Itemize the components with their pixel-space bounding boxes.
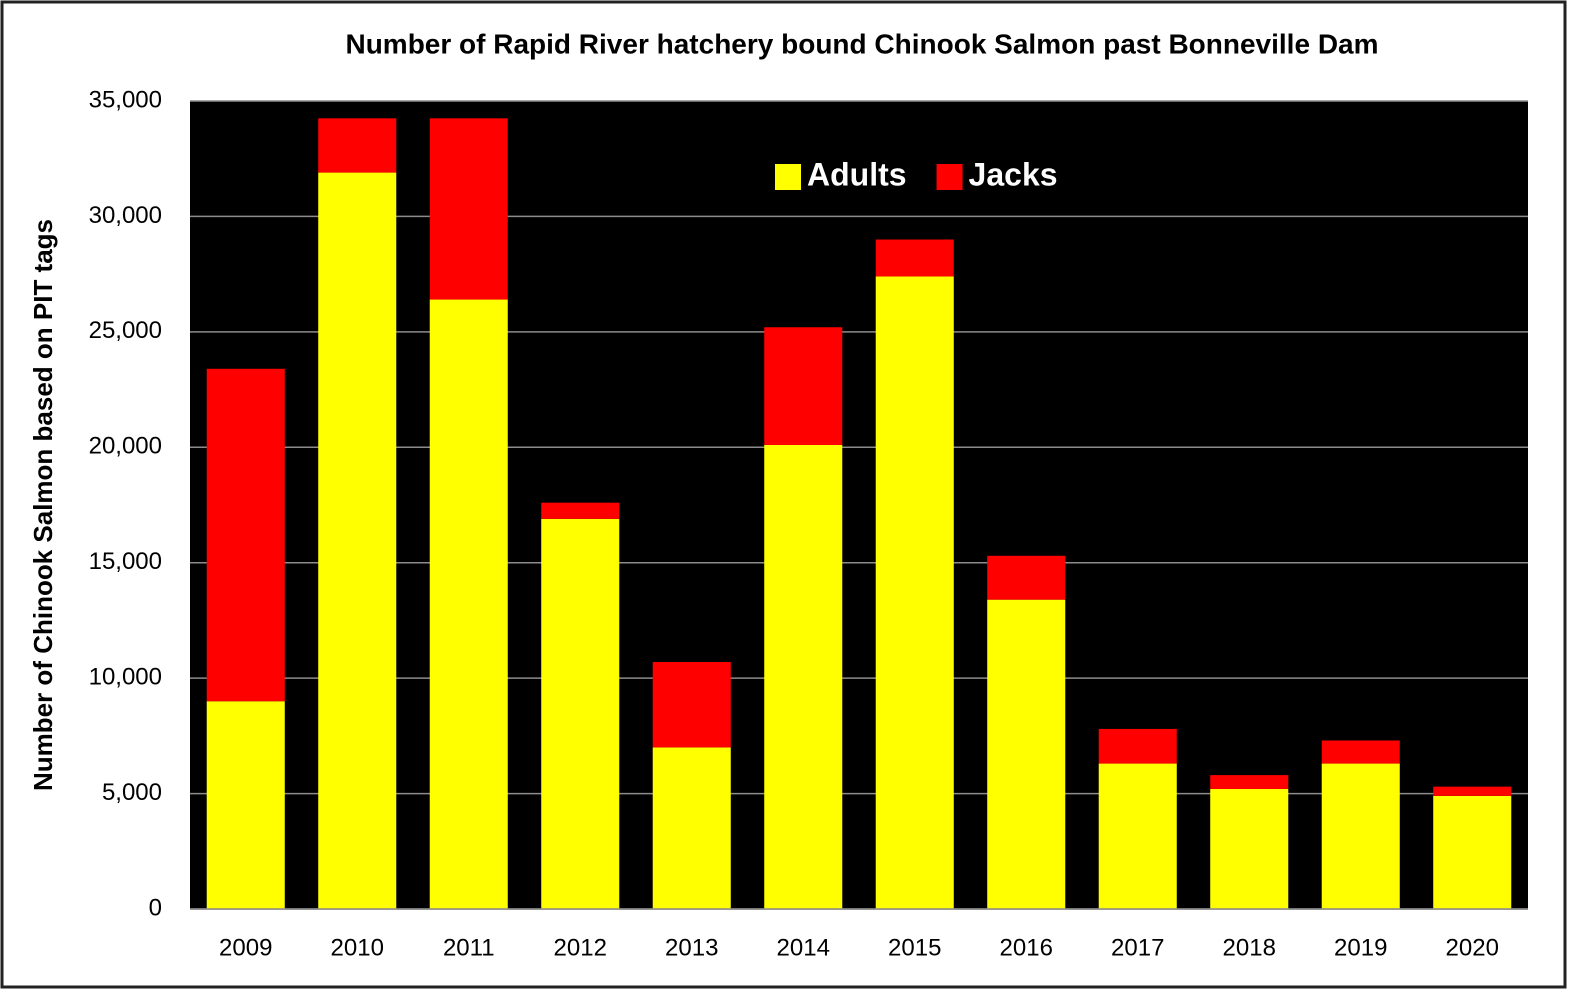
bar-segment <box>987 599 1066 909</box>
x-tick-label: 2019 <box>1334 934 1387 961</box>
y-tick-label: 30,000 <box>89 202 162 229</box>
y-tick-label: 5,000 <box>102 779 162 806</box>
bar-segment <box>1210 775 1289 789</box>
x-tick-label: 2015 <box>888 934 941 961</box>
bar-segment <box>206 701 285 909</box>
y-tick-label: 0 <box>149 894 162 921</box>
bar-segment <box>652 661 731 748</box>
x-tick-label: 2011 <box>443 934 495 961</box>
bar-segment <box>1433 786 1512 796</box>
x-tick-label: 2016 <box>1000 934 1053 961</box>
x-tick-label: 2017 <box>1111 934 1164 961</box>
legend-label: Jacks <box>969 156 1058 192</box>
x-tick-label: 2020 <box>1446 934 1499 961</box>
y-tick-label: 10,000 <box>89 663 162 690</box>
y-tick-label: 35,000 <box>89 86 162 113</box>
x-tick-label: 2010 <box>331 934 384 961</box>
bar-segment <box>987 555 1066 600</box>
bar-segment <box>764 327 843 445</box>
x-tick-label: 2009 <box>219 934 272 961</box>
bar-segment <box>1098 763 1177 909</box>
bar-segment <box>1210 788 1289 909</box>
legend-label: Adults <box>807 156 907 192</box>
bar-segment <box>206 368 285 702</box>
bar-segment <box>875 239 954 277</box>
x-tick-label: 2013 <box>665 934 718 961</box>
bar-segment <box>875 276 954 909</box>
bar-segment <box>1321 740 1400 764</box>
bar-segment <box>1321 763 1400 909</box>
bar-segment <box>541 502 620 519</box>
y-axis-title: Number of Chinook Salmon based on PIT ta… <box>28 219 58 791</box>
bar-segment <box>764 444 843 909</box>
bar-segment <box>1433 795 1512 909</box>
bar-segment <box>429 118 508 300</box>
y-tick-label: 15,000 <box>89 548 162 575</box>
bar-segment <box>318 172 397 909</box>
bar-segment <box>318 118 397 173</box>
x-tick-label: 2018 <box>1223 934 1276 961</box>
chart-title: Number of Rapid River hatchery bound Chi… <box>345 28 1378 59</box>
y-tick-label: 20,000 <box>89 433 162 460</box>
legend-swatch <box>936 164 963 190</box>
bar-segment <box>541 518 620 909</box>
y-tick-label: 25,000 <box>89 317 162 344</box>
bar-segment <box>429 299 508 910</box>
bar-segment <box>1098 728 1177 764</box>
legend-swatch <box>775 164 801 190</box>
bar-segment <box>652 747 731 909</box>
x-tick-label: 2012 <box>554 934 607 961</box>
plot-area <box>190 101 1528 909</box>
x-tick-label: 2014 <box>777 934 830 961</box>
